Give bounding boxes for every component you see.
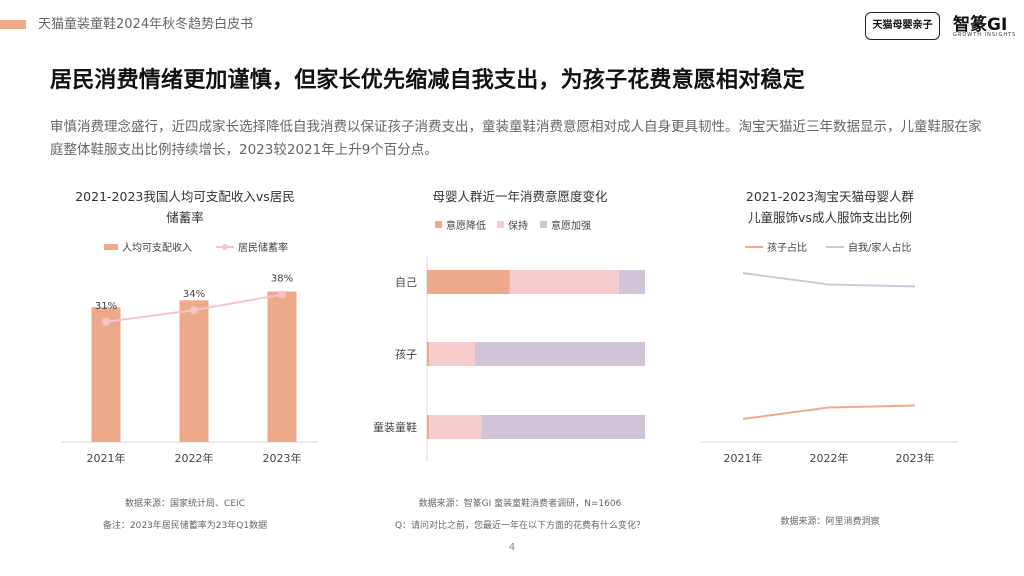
chart2-note: Q：请问对比之前，您最近一年在以下方面的花费有什么变化？ bbox=[394, 521, 646, 531]
zhizhuan-gi-logo-subtitle: GROWTH INSIGHTS bbox=[953, 32, 1017, 38]
child-share-line bbox=[742, 404, 916, 420]
x-tick-label: 2021年 bbox=[724, 451, 763, 465]
page-number: 4 bbox=[508, 542, 516, 553]
stacked-bar-segment bbox=[474, 342, 645, 366]
y-category-label: 童装童鞋 bbox=[373, 420, 417, 434]
stacked-bar-segment bbox=[427, 342, 430, 366]
stacked-bar-segment bbox=[429, 342, 475, 366]
chart2-legend-keep-label: 保持 bbox=[508, 221, 528, 232]
chart1-legend-income: 人均可支配收入 bbox=[104, 239, 192, 254]
stacked-bar-segment bbox=[481, 415, 645, 439]
chart1-title-line1: 2021-2023我国人均可支配收入vs居民 bbox=[75, 189, 295, 204]
income-bar bbox=[179, 300, 209, 442]
x-tick-label: 2023年 bbox=[263, 451, 302, 465]
savings-rate-point bbox=[102, 317, 110, 326]
income-bar bbox=[267, 291, 297, 442]
line-swatch-icon bbox=[745, 245, 763, 248]
chart2-title: 母婴人群近一年消费意愿度变化 bbox=[432, 189, 608, 204]
chart2-source: 数据来源：智篆GI 童装童鞋消费者调研，N=1606 bbox=[418, 499, 622, 509]
chart1-legend-income-label: 人均可支配收入 bbox=[122, 243, 192, 254]
savings-rate-point bbox=[278, 290, 286, 299]
chart3-title: 2021-2023淘宝天猫母婴人群 儿童服饰vs成人服饰支出比例 bbox=[700, 186, 960, 228]
chart1-note: 备注：2023年居民储蓄率为23年Q1数据 bbox=[102, 521, 268, 531]
stacked-bar-segment bbox=[427, 415, 430, 439]
square-swatch-icon bbox=[435, 221, 442, 228]
chart1-legend-savings: 居民储蓄率 bbox=[216, 239, 288, 254]
income-bar bbox=[91, 307, 121, 442]
stacked-bar-segment bbox=[509, 270, 619, 294]
chart1-title: 2021-2023我国人均可支配收入vs居民 储蓄率 bbox=[40, 186, 330, 228]
x-tick-label: 2022年 bbox=[810, 451, 849, 465]
y-category-label: 自己 bbox=[395, 276, 417, 289]
chart2-legend-increase: 意愿加强 bbox=[540, 217, 591, 232]
y-category-label: 孩子 bbox=[395, 348, 417, 361]
line-swatch-icon bbox=[826, 245, 844, 248]
chart3-title-line1: 2021-2023淘宝天猫母婴人群 bbox=[745, 189, 915, 204]
zhizhuan-gi-logo: 智篆GI bbox=[953, 15, 1008, 35]
page-headline: 居民消费情绪更加谨慎，但家长优先缩减自我支出，为孩子花费意愿相对稳定 bbox=[50, 68, 805, 93]
intro-paragraph: 审慎消费理念盛行，近四成家长选择降低自我消费以保证孩子消费支出，童装童鞋消费意愿… bbox=[50, 119, 982, 158]
square-swatch-icon bbox=[540, 221, 547, 228]
savings-rate-label: 34% bbox=[183, 289, 205, 300]
tmall-logo: 天猫母婴亲子 bbox=[865, 12, 940, 40]
chart1-plot: 2021年 2022年 2023年 31% 34% 38% bbox=[62, 274, 318, 465]
square-swatch-icon bbox=[497, 221, 504, 228]
chart2-legend-keep: 保持 bbox=[497, 217, 528, 232]
chart3-legend-adult: 自我/家人占比 bbox=[826, 239, 911, 254]
adult-share-line bbox=[742, 272, 916, 288]
chart2-legend-decrease: 意愿降低 bbox=[435, 217, 486, 232]
line-marker-swatch-icon bbox=[216, 243, 234, 250]
chart1-source: 数据来源：国家统计局、CEIC bbox=[125, 499, 245, 509]
x-tick-label: 2023年 bbox=[896, 451, 935, 465]
bar-swatch-icon bbox=[104, 243, 118, 250]
x-tick-label: 2022年 bbox=[175, 451, 214, 465]
report-title: 天猫童装童鞋2024年秋冬趋势白皮书 bbox=[38, 17, 254, 32]
chart3-legend-adult-label: 自我/家人占比 bbox=[848, 243, 912, 254]
chart3-title-line2: 儿童服饰vs成人服饰支出比例 bbox=[748, 210, 912, 225]
chart1-title-line2: 储蓄率 bbox=[166, 210, 204, 225]
chart2-legend-decrease-label: 意愿降低 bbox=[446, 221, 486, 232]
chart3-source: 数据来源：阿里消费洞察 bbox=[780, 517, 880, 527]
chart3-legend-child-label: 孩子占比 bbox=[767, 243, 807, 254]
stacked-bar-segment bbox=[427, 270, 510, 294]
savings-rate-label: 38% bbox=[271, 274, 293, 285]
savings-rate-label: 31% bbox=[95, 301, 117, 312]
savings-rate-point bbox=[190, 306, 198, 315]
chart3-plot: 2021年 2022年 2023年 bbox=[700, 272, 958, 465]
stacked-bar-segment bbox=[618, 270, 645, 294]
chart1-legend-savings-label: 居民储蓄率 bbox=[238, 243, 288, 254]
chart3-legend-child: 孩子占比 bbox=[745, 239, 807, 254]
header-accent-bar bbox=[0, 20, 26, 29]
stacked-bar-segment bbox=[429, 415, 482, 439]
chart2-legend-increase-label: 意愿加强 bbox=[551, 221, 591, 232]
x-tick-label: 2021年 bbox=[87, 451, 126, 465]
